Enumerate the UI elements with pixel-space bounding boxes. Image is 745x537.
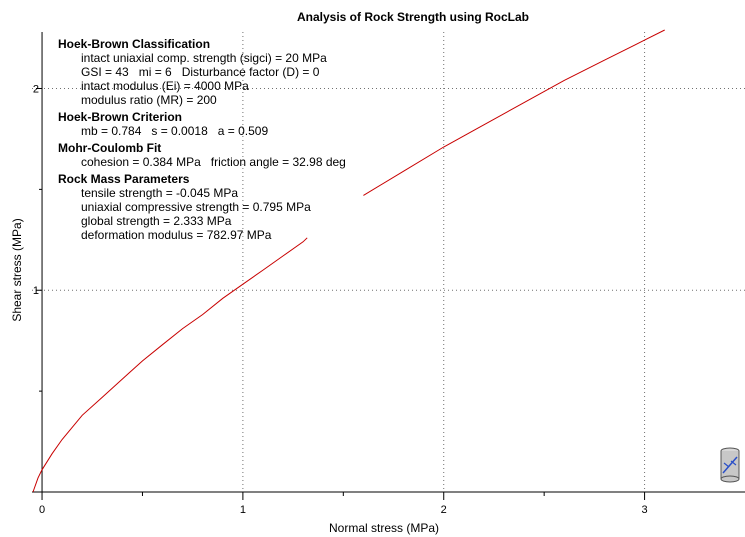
info-parameter: intact uniaxial comp. strength (sigci) =… — [81, 51, 327, 65]
axes — [32, 32, 745, 493]
strength-envelope-line — [363, 29, 665, 196]
info-parameter-line: cohesion = 0.384 MPa friction angle = 32.… — [58, 155, 346, 169]
info-parameter-line: mb = 0.784 s = 0.0018 a = 0.509 — [58, 124, 346, 138]
x-tick-label: 2 — [441, 504, 447, 516]
info-section-title: Hoek-Brown Classification — [58, 37, 211, 51]
info-parameter: tensile strength = -0.045 MPa — [81, 186, 239, 200]
info-panel: Hoek-Brown Classification intact uniaxial… — [58, 37, 346, 242]
info-parameter: global strength = 2.333 MPa — [81, 214, 232, 228]
strength-envelope-line — [32, 237, 308, 493]
info-section-title: Hoek-Brown Criterion — [58, 110, 183, 124]
info-parameter: Disturbance factor (D) = 0 — [181, 65, 320, 79]
info-parameter-line: intact modulus (Ei) = 4000 MPa — [58, 79, 346, 93]
x-tick-label: 3 — [642, 504, 648, 516]
info-parameter: deformation modulus = 782.97 MPa — [81, 228, 272, 242]
x-axis-label: Normal stress (MPa) — [329, 521, 439, 535]
x-tick-label: 1 — [240, 504, 246, 516]
info-parameter: intact modulus (Ei) = 4000 MPa — [81, 79, 249, 93]
info-parameter-line: global strength = 2.333 MPa — [58, 214, 346, 228]
info-section-title: Mohr-Coulomb Fit — [58, 141, 162, 155]
info-parameter-line: GSI = 43 mi = 6 Disturbance factor (D) = 0 — [58, 65, 346, 79]
info-parameter-line: modulus ratio (MR) = 200 — [58, 93, 346, 107]
y-tick-label: 1 — [33, 285, 39, 297]
info-parameter: modulus ratio (MR) = 200 — [81, 93, 217, 107]
info-parameter: cohesion = 0.384 MPa — [81, 155, 201, 169]
info-parameter: s = 0.0018 — [151, 124, 208, 138]
info-parameter-line: uniaxial compressive strength = 0.795 MP… — [58, 200, 346, 214]
info-parameter-line: deformation modulus = 782.97 MPa — [58, 228, 346, 242]
y-tick-label: 2 — [33, 83, 39, 95]
info-parameter: uniaxial compressive strength = 0.795 MP… — [81, 200, 311, 214]
info-section-title: Rock Mass Parameters — [58, 172, 190, 186]
info-parameter-line: tensile strength = -0.045 MPa — [58, 186, 346, 200]
info-parameter-line: intact uniaxial comp. strength (sigci) =… — [58, 51, 346, 65]
info-parameter: GSI = 43 — [81, 65, 129, 79]
y-axis-label: Shear stress (MPa) — [10, 218, 24, 321]
info-parameter: friction angle = 32.98 deg — [210, 155, 346, 169]
chart-title: Analysis of Rock Strength using RocLab — [297, 10, 529, 24]
series — [32, 29, 665, 493]
info-parameter: a = 0.509 — [217, 124, 269, 138]
ticks: 0 1 2 3 1 2 — [33, 83, 648, 516]
info-parameter: mi = 6 — [138, 65, 172, 79]
grid — [32, 32, 745, 492]
x-tick-label: 0 — [39, 504, 45, 516]
roclab-cylinder-icon[interactable] — [720, 447, 740, 483]
info-parameter: mb = 0.784 — [81, 124, 142, 138]
